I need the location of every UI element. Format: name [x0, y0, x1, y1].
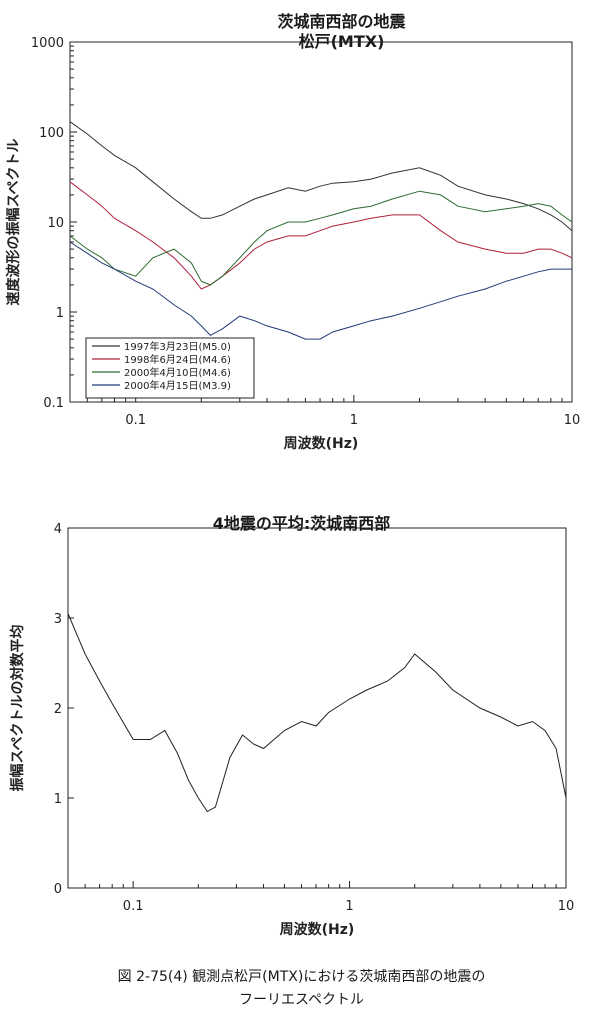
legend-entry: 1998年6月24日(M4.6): [124, 353, 231, 366]
x-tick-label: 10: [564, 413, 581, 428]
y-tick-label: 1: [54, 792, 62, 807]
figure-caption-line1: 図 2-75(4) 観測点松戸(MTX)における茨城南西部の地震の: [117, 969, 486, 985]
y-tick-label: 0: [54, 882, 62, 897]
y-tick-label: 1: [56, 306, 64, 321]
y-tick-label: 10: [47, 216, 64, 231]
y-tick-label: 3: [54, 612, 62, 627]
y-tick-label: 0.1: [43, 396, 64, 411]
x-tick-label: 0.1: [123, 899, 144, 914]
series-line-3: [69, 190, 573, 286]
y-tick-label: 4: [54, 522, 62, 537]
x-axis-label: 周波数(Hz): [280, 921, 355, 938]
figure-caption-line2: フーリエスペクトル: [238, 992, 365, 1008]
x-tick-label: 1: [350, 413, 358, 428]
bottom-chart-panel: 4地震の平均:茨城南西部 0.1 1 10 0 1 2 3 4 周波数(Hz) 振幅スペクトルの対…: [0, 500, 603, 960]
chart-title: 茨城南西部の地震: [277, 12, 406, 31]
y-tick-label: 1000: [31, 36, 64, 51]
legend-box: [85, 337, 255, 399]
series-line-1: [67, 613, 567, 813]
spectrum-chart: 0.1 1 10 0.1 1 10 100 1000 周波数(Hz) 速度波形の振幅スペクトル 19…: [5, 36, 581, 452]
x-axis-label: 周波数(Hz): [284, 435, 359, 452]
y-axis-label: 振幅スペクトルの対数平均: [9, 624, 26, 791]
y-tick-label: 2: [54, 702, 62, 717]
top-chart-panel: 茨城南西部の地震 松戸(MTX) 0.1 1 10 0.1 1 10 100 1000 周波数(…: [0, 0, 603, 470]
series-line-1: [69, 121, 573, 232]
legend-entry: 1997年3月23日(M5.0): [124, 340, 231, 353]
legend-entry: 2000年4月15日(M3.9): [124, 379, 231, 392]
y-tick-label: 100: [39, 126, 64, 141]
x-tick-label: 1: [345, 899, 353, 914]
x-tick-label: 0.1: [125, 413, 146, 428]
series-line-4: [69, 241, 572, 340]
plot-area-frame: [67, 527, 567, 889]
series-line-2: [69, 181, 573, 290]
average-spectrum-chart: 0.1 1 10 0 1 2 3 4 周波数(Hz) 振幅スペクトルの対数平均: [9, 522, 575, 938]
legend-entry: 2000年4月10日(M4.6): [124, 366, 231, 379]
y-axis-label: 速度波形の振幅スペクトル: [5, 138, 22, 305]
x-tick-label: 10: [558, 899, 575, 914]
